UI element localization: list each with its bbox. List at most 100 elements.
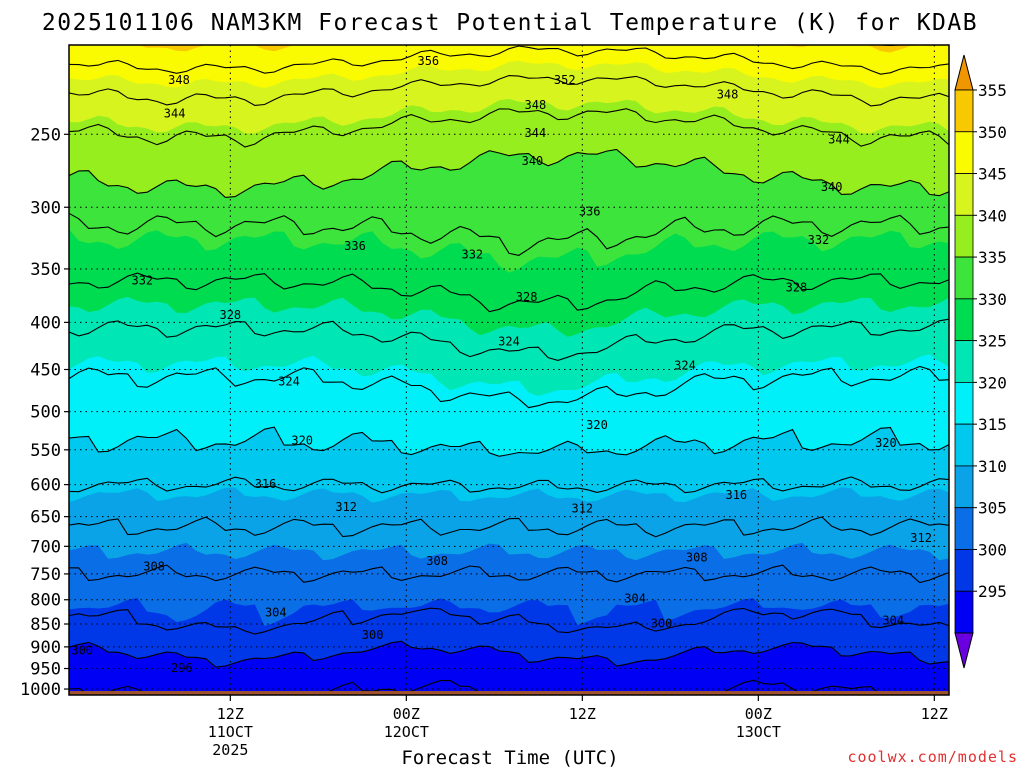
y-tick-label: 700: [30, 537, 61, 557]
contour-label-340: 340: [522, 154, 544, 168]
contour-label-text: 340: [522, 154, 544, 168]
contour-label-312: 312: [571, 501, 593, 515]
contour-label-304: 304: [265, 606, 287, 620]
y-tick-label: 300: [30, 198, 61, 218]
credit-label: coolwx.com/models: [847, 748, 1018, 766]
contour-label-300: 300: [71, 643, 93, 657]
contour-label-text: 328: [219, 308, 241, 322]
contour-label-328: 328: [516, 290, 538, 304]
y-tick-label: 800: [30, 591, 61, 611]
x-tick-label: 2025: [212, 741, 248, 759]
y-tick-label: 550: [30, 441, 61, 461]
contour-label-text: 304: [882, 614, 904, 628]
contour-label-text: 324: [498, 334, 520, 348]
contour-label-320: 320: [875, 436, 897, 450]
contour-label-text: 308: [686, 551, 708, 565]
contour-label-332: 332: [808, 233, 830, 247]
y-tick-label: 850: [30, 615, 61, 635]
colorbar-end-high: [955, 55, 973, 90]
contour-label-text: 328: [516, 290, 538, 304]
contour-label-text: 340: [821, 180, 843, 194]
contour-label-text: 304: [624, 592, 646, 606]
x-tick-label: 13OCT: [736, 723, 781, 741]
contour-label-308: 308: [143, 559, 165, 573]
contour-label-text: 300: [71, 643, 93, 657]
contour-label-text: 296: [171, 661, 193, 675]
colorbar-label: 345: [978, 165, 1007, 184]
contour-label-332: 332: [131, 274, 153, 288]
contour-label-text: 308: [143, 559, 165, 573]
x-tick-label: 00Z: [745, 705, 772, 723]
contour-label-text: 316: [725, 488, 747, 502]
chart-title: 2025101106 NAM3KM Forecast Potential Tem…: [42, 10, 978, 36]
colorbar-label: 315: [978, 415, 1007, 434]
x-tick-label: 12OCT: [384, 723, 429, 741]
contour-label-328: 328: [786, 280, 808, 294]
x-tick-label: 11OCT: [208, 723, 253, 741]
y-axis: 2503003504004505005506006507007508008509…: [20, 125, 69, 700]
contour-label-text: 308: [426, 554, 448, 568]
contour-label-352: 352: [554, 73, 576, 87]
contour-label-text: 336: [579, 205, 601, 219]
colorbar-segment: [955, 424, 973, 466]
contour-label-336: 336: [344, 239, 366, 253]
y-tick-label: 750: [30, 565, 61, 585]
contour-label-text: 356: [417, 54, 439, 68]
colorbar-label: 300: [978, 540, 1007, 559]
contour-label-text: 332: [808, 233, 830, 247]
colorbar-segment: [955, 382, 973, 424]
contour-label-308: 308: [686, 551, 708, 565]
colorbar-segment: [955, 299, 973, 341]
colorbar-label: 310: [978, 457, 1007, 476]
contour-label-296: 296: [171, 661, 193, 675]
x-tick-label: 12Z: [217, 705, 244, 723]
colorbar-label: 330: [978, 290, 1007, 309]
contour-label-336: 336: [579, 205, 601, 219]
colorbar-segment: [955, 215, 973, 257]
colorbar-label: 320: [978, 373, 1007, 392]
contour-label-text: 332: [131, 274, 153, 288]
colorbar-label: 340: [978, 206, 1007, 225]
contour-label-text: 320: [875, 436, 897, 450]
colorbar-end-low: [955, 633, 973, 668]
y-tick-label: 1000: [20, 680, 61, 700]
colorbar-segment: [955, 341, 973, 383]
contour-label-text: 348: [717, 87, 739, 101]
contour-label-text: 344: [164, 106, 186, 120]
contour-label-text: 304: [265, 606, 287, 620]
contour-label-300: 300: [362, 628, 384, 642]
colorbar-segment: [955, 508, 973, 550]
y-tick-label: 600: [30, 476, 61, 496]
contour-label-348: 348: [525, 98, 547, 112]
y-tick-label: 400: [30, 313, 61, 333]
contour-label-304: 304: [624, 592, 646, 606]
contour-label-304: 304: [882, 614, 904, 628]
contour-label-316: 316: [255, 477, 277, 491]
contour-label-text: 348: [168, 73, 190, 87]
contour-label-340: 340: [821, 180, 843, 194]
colorbar-label: 350: [978, 123, 1007, 142]
colorbar-label: 305: [978, 499, 1007, 518]
y-tick-label: 900: [30, 638, 61, 658]
contour-label-324: 324: [278, 374, 300, 388]
contour-label-324: 324: [674, 359, 696, 373]
colorbar-segment: [955, 591, 973, 633]
colorbar-segment: [955, 90, 973, 132]
y-tick-label: 650: [30, 508, 61, 528]
contour-label-320: 320: [586, 418, 608, 432]
contour-label-308: 308: [426, 554, 448, 568]
contour-label-344: 344: [164, 106, 186, 120]
y-tick-label: 350: [30, 260, 61, 280]
contour-label-332: 332: [461, 247, 483, 261]
contour-label-text: 344: [828, 133, 850, 147]
contour-label-text: 324: [674, 359, 696, 373]
contour-label-320: 320: [291, 434, 313, 448]
contour-label-348: 348: [168, 73, 190, 87]
contour-label-316: 316: [725, 488, 747, 502]
x-tick-label: 12Z: [921, 705, 948, 723]
colorbar-segment: [955, 466, 973, 508]
x-tick-label: 12Z: [569, 705, 596, 723]
